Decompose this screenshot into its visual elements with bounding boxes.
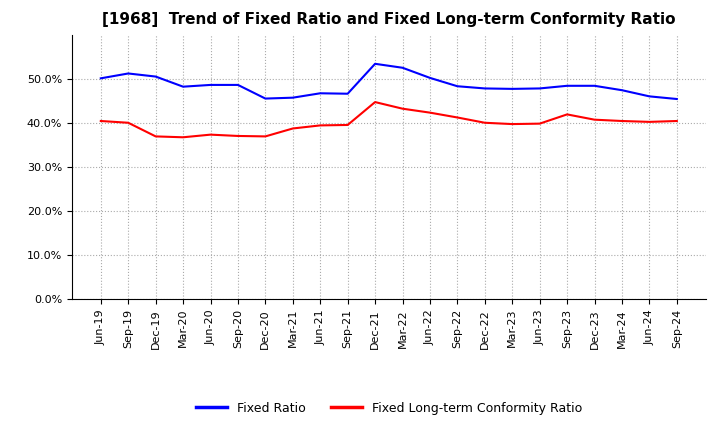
Fixed Long-term Conformity Ratio bbox=[480, 120, 489, 125]
Fixed Long-term Conformity Ratio bbox=[453, 115, 462, 120]
Fixed Ratio bbox=[96, 76, 105, 81]
Fixed Ratio bbox=[426, 75, 434, 81]
Fixed Ratio bbox=[398, 65, 407, 70]
Fixed Long-term Conformity Ratio bbox=[672, 118, 681, 124]
Fixed Long-term Conformity Ratio bbox=[151, 134, 160, 139]
Fixed Ratio bbox=[453, 84, 462, 89]
Fixed Long-term Conformity Ratio bbox=[590, 117, 599, 122]
Fixed Long-term Conformity Ratio bbox=[426, 110, 434, 115]
Fixed Ratio bbox=[645, 94, 654, 99]
Legend: Fixed Ratio, Fixed Long-term Conformity Ratio: Fixed Ratio, Fixed Long-term Conformity … bbox=[191, 397, 587, 420]
Fixed Ratio bbox=[151, 74, 160, 79]
Line: Fixed Ratio: Fixed Ratio bbox=[101, 64, 677, 99]
Fixed Ratio bbox=[480, 86, 489, 91]
Fixed Ratio bbox=[618, 88, 626, 93]
Fixed Long-term Conformity Ratio bbox=[206, 132, 215, 137]
Fixed Ratio bbox=[563, 83, 572, 88]
Line: Fixed Long-term Conformity Ratio: Fixed Long-term Conformity Ratio bbox=[101, 102, 677, 137]
Fixed Ratio bbox=[508, 86, 516, 92]
Fixed Long-term Conformity Ratio bbox=[261, 134, 270, 139]
Fixed Long-term Conformity Ratio bbox=[645, 119, 654, 125]
Fixed Ratio bbox=[590, 83, 599, 88]
Fixed Long-term Conformity Ratio bbox=[618, 118, 626, 124]
Fixed Ratio bbox=[179, 84, 187, 89]
Fixed Long-term Conformity Ratio bbox=[536, 121, 544, 126]
Fixed Long-term Conformity Ratio bbox=[398, 106, 407, 111]
Fixed Long-term Conformity Ratio bbox=[289, 126, 297, 131]
Fixed Long-term Conformity Ratio bbox=[124, 120, 132, 125]
Fixed Long-term Conformity Ratio bbox=[316, 123, 325, 128]
Fixed Long-term Conformity Ratio bbox=[371, 99, 379, 105]
Fixed Ratio bbox=[233, 82, 242, 88]
Fixed Ratio bbox=[371, 61, 379, 66]
Fixed Ratio bbox=[289, 95, 297, 100]
Fixed Ratio bbox=[206, 82, 215, 88]
Fixed Ratio bbox=[672, 96, 681, 102]
Fixed Ratio bbox=[261, 96, 270, 101]
Fixed Ratio bbox=[343, 91, 352, 96]
Fixed Ratio bbox=[124, 71, 132, 76]
Fixed Long-term Conformity Ratio bbox=[233, 133, 242, 139]
Fixed Long-term Conformity Ratio bbox=[96, 118, 105, 124]
Fixed Long-term Conformity Ratio bbox=[508, 121, 516, 127]
Fixed Long-term Conformity Ratio bbox=[563, 112, 572, 117]
Fixed Ratio bbox=[316, 91, 325, 96]
Fixed Ratio bbox=[536, 86, 544, 91]
Fixed Long-term Conformity Ratio bbox=[343, 122, 352, 128]
Fixed Long-term Conformity Ratio bbox=[179, 135, 187, 140]
Title: [1968]  Trend of Fixed Ratio and Fixed Long-term Conformity Ratio: [1968] Trend of Fixed Ratio and Fixed Lo… bbox=[102, 12, 675, 27]
